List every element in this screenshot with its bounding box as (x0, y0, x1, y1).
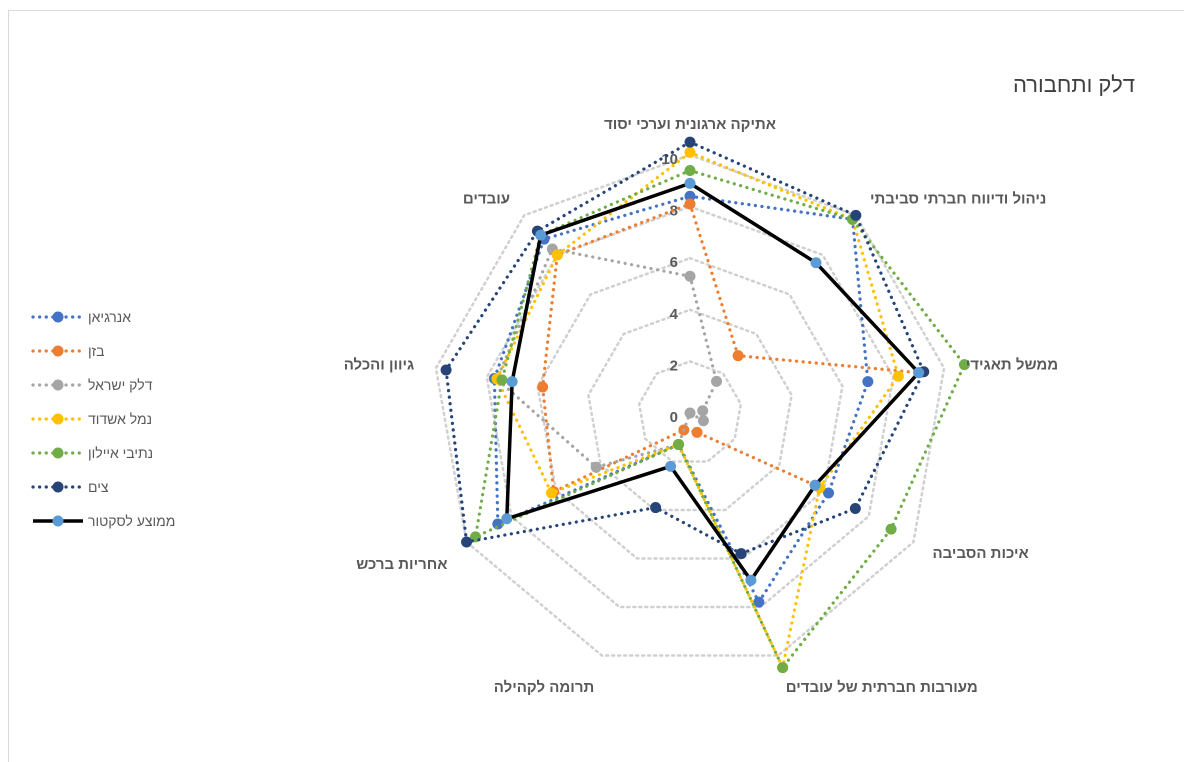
series-6-point-1 (810, 257, 822, 269)
legend-label-4: נתיבי איילון (88, 445, 154, 461)
series-6-point-0 (684, 177, 696, 189)
series-5-point-1 (850, 209, 862, 221)
series-0-point-2 (862, 376, 874, 388)
series-line-4 (473, 168, 967, 670)
legend-item-2[interactable]: דלק ישראל (30, 368, 175, 402)
legend-label-5: צים (88, 479, 109, 495)
legend: אנרגיאן בזן דלק ישראל נמל אשדוד נתיבי איילון… (30, 300, 175, 538)
series-4-point-7 (496, 374, 508, 386)
legend-label-6: ממוצע לסקטור (88, 513, 176, 529)
legend-swatch-3 (31, 413, 85, 425)
axis-label-3: איכות הסביבה (932, 545, 1028, 562)
legend-swatch-0 (31, 311, 85, 323)
tick-label-10: 10 (661, 151, 678, 168)
series-4-point-0 (684, 164, 696, 176)
series-5-point-0 (684, 136, 696, 148)
axis-label-0: אתיקה ארגונית וערכי יסוד (604, 116, 776, 133)
series-2-point-1 (711, 375, 723, 387)
legend-label-1: בזן (88, 343, 105, 359)
series-1-point-7 (537, 381, 549, 393)
series-5-point-5 (650, 502, 662, 514)
series-2-point-6 (590, 461, 602, 473)
tick-label-6: 6 (670, 254, 678, 271)
legend-label-0: אנרגיאן (88, 309, 132, 325)
series-3-point-6 (545, 487, 557, 499)
gridline-ring-8 (485, 205, 895, 609)
series-2-point-3 (697, 415, 709, 427)
series-4-point-4 (777, 662, 789, 674)
series-5-point-4 (735, 548, 747, 560)
series-6-point-3 (809, 479, 821, 491)
series-4-point-3 (885, 523, 897, 535)
tick-label-4: 4 (670, 306, 679, 323)
tick-label-2: 2 (670, 357, 678, 374)
series-2-point-4 (684, 407, 696, 419)
series-5-point-7 (440, 364, 452, 376)
series-4-point-2 (958, 359, 970, 371)
series-line-6 (505, 181, 921, 583)
legend-swatch-5 (31, 481, 85, 493)
series-6-point-6 (501, 513, 513, 525)
chart-frame (8, 10, 1184, 762)
series-5-point-3 (849, 502, 861, 514)
series-5-point-6 (461, 536, 473, 548)
axis-label-5: תרומה לקהילה (494, 679, 594, 696)
legend-swatch-4 (31, 447, 85, 459)
gridline-ring-6 (536, 256, 844, 560)
radar-grid (434, 153, 946, 657)
axis-labels: אתיקה ארגונית וערכי יסוד ניהול ודיווח חבר… (344, 116, 1058, 696)
series-6 (501, 177, 925, 586)
series-1 (537, 198, 925, 498)
series-4-point-5 (673, 439, 685, 451)
axis-label-7: גיוון והכלה (344, 356, 415, 373)
series-line-3 (495, 150, 900, 670)
series-0-point-0 (684, 190, 696, 202)
series-2-point-0 (684, 270, 696, 282)
gridline-ring-4 (587, 308, 793, 512)
legend-item-4[interactable]: נתיבי איילון (30, 436, 175, 470)
gridline-ring-2 (637, 360, 743, 463)
series-6-point-4 (745, 574, 757, 586)
series-2-point-2 (697, 405, 709, 417)
legend-label-2: דלק ישראל (88, 377, 153, 393)
series-6-point-5 (665, 460, 677, 472)
legend-swatch-1 (31, 345, 85, 357)
series-6-point-8 (535, 229, 547, 241)
series-6-point-7 (506, 376, 518, 388)
tick-label-0: 0 (670, 409, 678, 426)
series-line-0 (492, 194, 870, 604)
legend-label-3: נמל אשדוד (88, 411, 153, 427)
axis-label-4: מעורבות חברתית של עובדים (786, 679, 978, 696)
series-3-point-8 (551, 249, 563, 261)
gridline-ring-10 (434, 153, 946, 657)
legend-item-3[interactable]: נמל אשדוד (30, 402, 175, 436)
series-1-point-0 (684, 198, 696, 210)
axis-label-6: אחריות ברכש (356, 556, 447, 573)
series-1-point-1 (732, 350, 744, 362)
series-3-point-2 (892, 370, 904, 382)
series-3-point-0 (684, 146, 696, 158)
series-1-point-4 (691, 426, 703, 438)
series-6-point-2 (913, 367, 925, 379)
legend-item-5[interactable]: צים (30, 470, 175, 504)
series-0-point-3 (823, 487, 835, 499)
axis-label-2: ממשל תאגידי (966, 356, 1058, 373)
series-line-1 (541, 202, 921, 494)
axis-label-1: ניהול ודיווח חברתי סביבתי (870, 191, 1046, 208)
legend-item-6[interactable]: ממוצע לסקטור (30, 504, 175, 538)
axis-label-8: עובדים (463, 191, 510, 208)
radar-series (440, 136, 970, 674)
legend-item-0[interactable]: אנרגיאן (30, 300, 175, 334)
legend-swatch-2 (31, 379, 85, 391)
chart-title: דלק ותחבורה (1012, 72, 1135, 97)
series-0-point-4 (753, 596, 765, 608)
legend-swatch-6 (33, 515, 83, 527)
series-5 (440, 136, 930, 560)
legend-item-1[interactable]: בזן (30, 334, 175, 368)
